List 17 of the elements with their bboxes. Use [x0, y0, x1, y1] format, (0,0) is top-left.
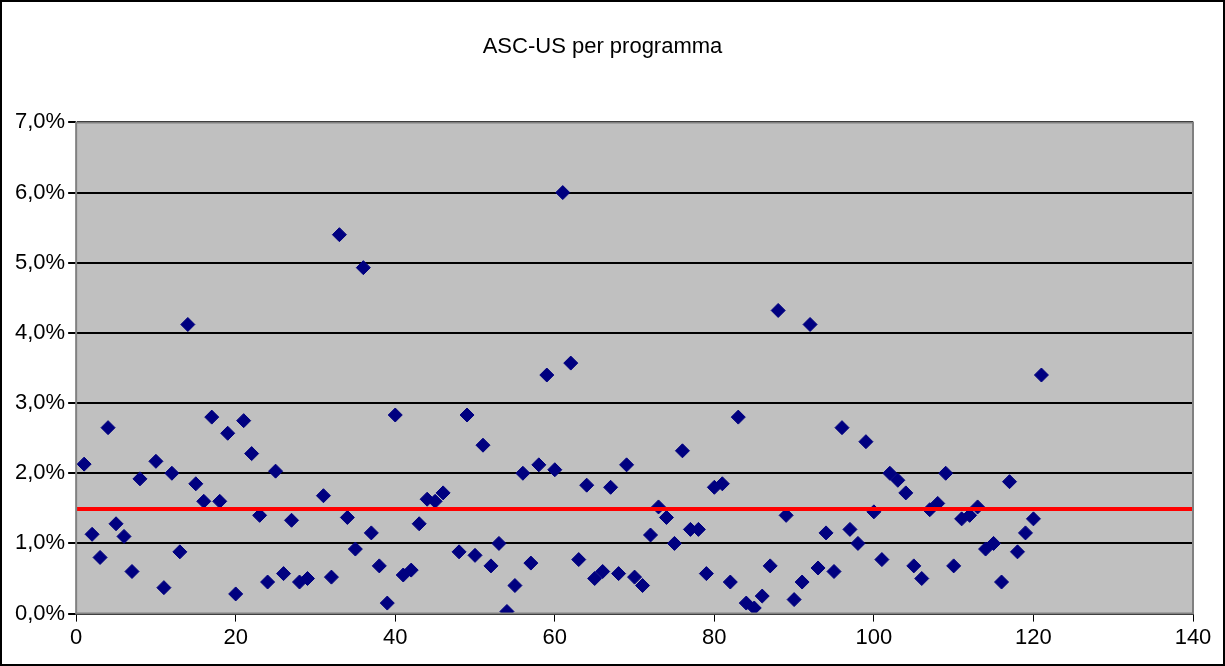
x-tick-label: 0: [70, 623, 83, 649]
y-tick-label: 1,0%: [14, 529, 66, 555]
x-tick-label: 120: [1015, 623, 1052, 649]
y-tick-label: 0,0%: [14, 599, 66, 625]
x-tick-label: 20: [223, 623, 248, 649]
y-tick-label: 2,0%: [14, 459, 66, 485]
x-tick-label: 80: [702, 623, 727, 649]
x-tick-label: 100: [855, 623, 893, 649]
y-tick-label: 6,0%: [14, 178, 66, 204]
y-tick-label: 3,0%: [14, 389, 66, 415]
y-tick-label: 7,0%: [14, 108, 66, 134]
x-tick-label: 140: [1174, 623, 1212, 649]
y-tick-label: 4,0%: [14, 318, 66, 344]
x-tick-label: 60: [542, 623, 568, 649]
x-tick-label: 40: [383, 623, 408, 649]
chart-title: ASC-US per programma: [482, 33, 724, 59]
y-tick-label: 5,0%: [14, 248, 66, 274]
